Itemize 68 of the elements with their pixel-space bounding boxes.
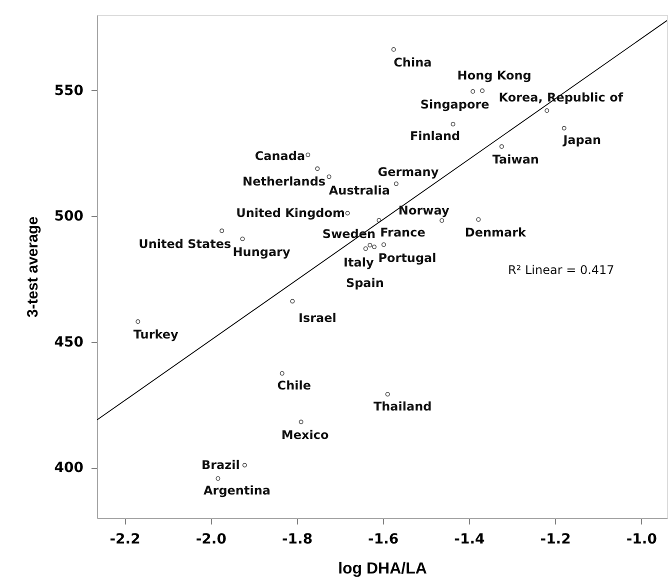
point [391, 47, 396, 52]
x-tick-label: -2.2 [110, 532, 140, 548]
annotation: Israel [298, 311, 336, 326]
point [290, 298, 295, 304]
annotation: Norway [398, 203, 450, 218]
x-axis-title: log DHA/LA [338, 560, 428, 578]
annotation: Portugal [378, 250, 436, 265]
annotation: United Kingdom [236, 206, 346, 220]
point [326, 174, 332, 179]
annotation: China [394, 55, 432, 70]
point [376, 218, 382, 222]
annotation: Taiwan [492, 152, 539, 167]
annotation: Denmark [464, 225, 528, 240]
annotation: Australia [328, 184, 390, 198]
point [476, 217, 481, 222]
annotation: Italy [344, 256, 374, 270]
x-tick-label: -1.2 [540, 532, 571, 548]
point [240, 236, 245, 242]
annotation: Hungary [232, 244, 290, 259]
x-tick-label: -1.0 [626, 532, 658, 548]
annotation: Mexico [281, 428, 329, 442]
annotation: Turkey [133, 328, 179, 342]
y-axis-title: 3-test average [24, 216, 42, 318]
annotation: R² Linear = 0.417 [508, 263, 614, 277]
annotation: France [380, 226, 426, 240]
point [220, 228, 224, 234]
point [280, 371, 284, 376]
x-tick-label: -1.4 [454, 532, 486, 548]
point [381, 242, 386, 247]
point [544, 108, 550, 113]
point [315, 166, 320, 171]
annotation: Canada [254, 148, 306, 163]
annotation: Hong Kong [457, 68, 532, 83]
point [450, 122, 456, 126]
x-tick-label: -1.6 [368, 532, 399, 548]
point [372, 244, 377, 250]
annotation: Argentina [203, 484, 270, 498]
annotation: Finland [410, 129, 460, 144]
point [242, 462, 247, 468]
point [562, 126, 566, 130]
y-tick-label: 500 [54, 208, 84, 225]
point [470, 89, 476, 94]
y-tick-label: 450 [54, 334, 84, 350]
point [480, 88, 485, 93]
point [394, 181, 398, 186]
y-tick-label: 550 [54, 82, 84, 99]
point [499, 144, 504, 149]
x-tick-label: -1.8 [282, 532, 313, 548]
point [368, 242, 372, 248]
annotation: Japan [562, 133, 602, 148]
x-tick-label: -2.0 [196, 532, 227, 548]
annotation: Chile [277, 378, 311, 392]
point [440, 218, 444, 223]
annotation: Netherlands [242, 174, 326, 189]
point [363, 246, 368, 251]
point [216, 476, 220, 481]
point [306, 152, 310, 158]
point [345, 210, 350, 216]
point [385, 392, 390, 397]
point [136, 319, 140, 324]
y-tick-label: 400 [54, 460, 84, 476]
annotation: Brazil [201, 458, 240, 472]
annotation: Singapore [420, 97, 490, 112]
annotation: Spain [346, 276, 384, 290]
point [298, 420, 304, 424]
annotation: Thailand [373, 399, 432, 414]
annotation: United States [138, 236, 232, 251]
annotation: Germany [378, 164, 439, 179]
